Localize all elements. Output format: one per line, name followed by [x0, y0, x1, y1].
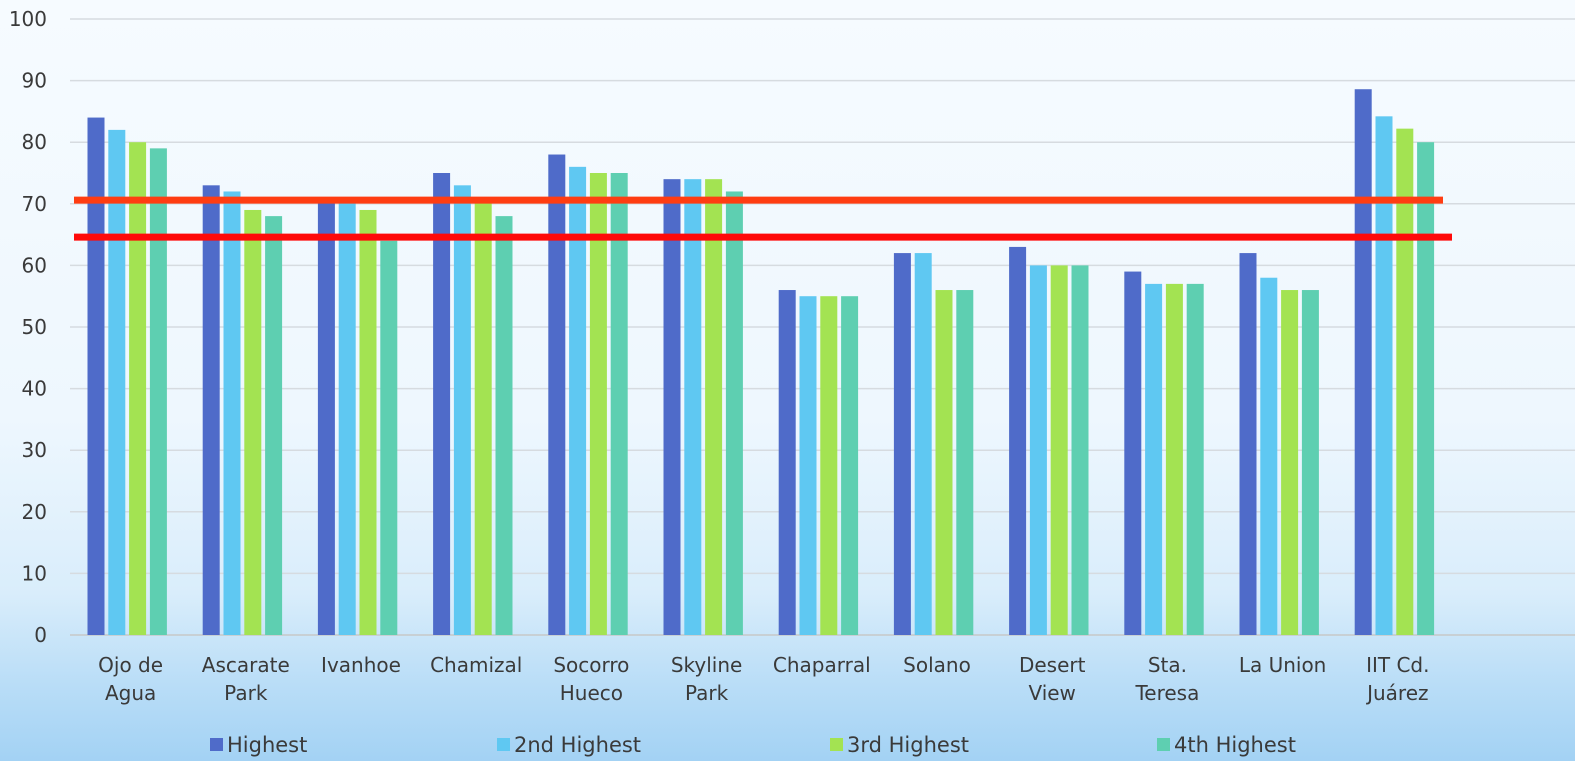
- bar: [1186, 283, 1204, 635]
- bar: [1396, 128, 1414, 635]
- bar: [956, 290, 974, 635]
- bar: [244, 209, 262, 635]
- bar: [548, 154, 566, 635]
- bar: [1124, 271, 1142, 635]
- x-category-label: Hueco: [560, 681, 623, 705]
- y-tick-label: 90: [22, 69, 47, 93]
- bar: [589, 173, 607, 635]
- x-category-label: Ojo de: [98, 653, 163, 677]
- bar: [1375, 116, 1393, 635]
- bar: [1071, 265, 1089, 635]
- bar: [108, 129, 126, 635]
- reference-lines: [74, 196, 1452, 241]
- bar: [799, 296, 817, 635]
- bar: [1354, 89, 1372, 635]
- bar: [202, 185, 220, 635]
- bar: [1165, 283, 1183, 635]
- bar: [725, 191, 743, 636]
- bar: [705, 179, 723, 635]
- bar: [1301, 290, 1319, 635]
- bar: [820, 296, 838, 635]
- y-tick-label: 80: [22, 130, 47, 154]
- bar: [914, 253, 932, 635]
- bar: [778, 290, 796, 635]
- x-category-label: View: [1028, 681, 1075, 705]
- bar: [495, 216, 513, 635]
- bar: [935, 290, 953, 635]
- x-category-label: Teresa: [1134, 681, 1199, 705]
- legend-swatch: [497, 738, 510, 751]
- legend: Highest 2nd Highest 3rd Highest 4th Highest: [210, 733, 1296, 757]
- bar: [359, 209, 377, 635]
- x-category-label: Solano: [903, 653, 971, 677]
- bar: [569, 166, 587, 635]
- x-category-label: Agua: [105, 681, 156, 705]
- bar: [474, 197, 492, 635]
- y-tick-label: 60: [22, 253, 47, 277]
- bar: [338, 197, 356, 635]
- x-category-label: Park: [224, 681, 268, 705]
- bar: [1009, 246, 1027, 636]
- legend-label: 3rd Highest: [847, 733, 969, 757]
- legend-swatch: [1157, 738, 1170, 751]
- y-tick-label: 20: [22, 500, 47, 524]
- x-category-label: Ivanhoe: [321, 653, 401, 677]
- bar: [87, 117, 105, 635]
- x-category-label: Socorro: [553, 653, 629, 677]
- legend-swatch: [210, 738, 223, 751]
- y-tick-label: 0: [34, 623, 47, 647]
- legend-label: Highest: [227, 733, 307, 757]
- bar: [610, 173, 628, 635]
- y-tick-label: 70: [22, 192, 47, 216]
- bar: [149, 148, 167, 636]
- y-tick-label: 40: [22, 377, 47, 401]
- x-category-label: Skyline: [671, 653, 743, 677]
- bar: [1029, 265, 1047, 635]
- bar: [453, 185, 471, 635]
- bar: [684, 179, 702, 635]
- bar: [317, 197, 335, 635]
- x-category-label: Juárez: [1365, 681, 1428, 705]
- x-category-label: IIT Cd.: [1366, 653, 1429, 677]
- bar: [1281, 290, 1299, 635]
- y-tick-label: 10: [22, 561, 47, 585]
- x-category-label: Sta.: [1148, 653, 1187, 677]
- x-category-label: Desert: [1019, 653, 1086, 677]
- bars: [87, 89, 1435, 636]
- bar: [380, 240, 398, 635]
- legend-label: 4th Highest: [1174, 733, 1296, 757]
- x-category-label: Chamizal: [430, 653, 522, 677]
- bar: [893, 253, 911, 635]
- legend-label: 2nd Highest: [514, 733, 641, 757]
- x-category-label: Park: [685, 681, 729, 705]
- y-axis-ticks: 0 10 20 30 40 50 60 70 80 90 100: [9, 7, 47, 647]
- bar: [841, 296, 859, 635]
- bar: [129, 142, 147, 635]
- y-tick-label: 30: [22, 438, 47, 462]
- bar: [1417, 142, 1435, 635]
- x-category-label: Ascarate: [202, 653, 290, 677]
- y-tick-label: 100: [9, 7, 47, 31]
- legend-swatch: [830, 738, 843, 751]
- x-axis-labels: Ojo de Agua Ascarate Park Ivanhoe Chamizal Soc…: [98, 653, 1429, 705]
- bar: [1050, 265, 1068, 635]
- bar: [1260, 277, 1278, 635]
- bar: [433, 173, 451, 635]
- bar: [1145, 283, 1163, 635]
- y-tick-label: 50: [22, 315, 47, 339]
- x-category-label: La Union: [1239, 653, 1327, 677]
- bar: [663, 179, 681, 635]
- bar: [265, 216, 283, 635]
- x-category-label: Chaparral: [773, 653, 871, 677]
- bar: [1239, 253, 1257, 635]
- bar: [223, 191, 241, 636]
